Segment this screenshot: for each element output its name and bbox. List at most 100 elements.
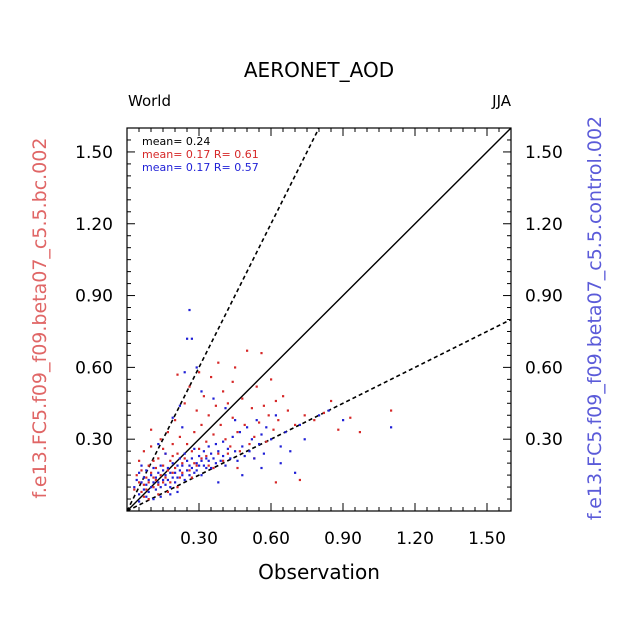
data-point-series-1 xyxy=(162,481,165,484)
data-point-series-1 xyxy=(166,431,169,434)
data-point-series-2 xyxy=(195,366,198,369)
data-point-series-1 xyxy=(193,431,196,434)
y-tick-label-right: 1.20 xyxy=(525,215,563,235)
data-point-series-2 xyxy=(183,371,186,374)
data-point-series-2 xyxy=(183,452,186,455)
data-point-series-1 xyxy=(224,438,227,441)
data-point-series-1 xyxy=(260,352,263,355)
data-point-series-2 xyxy=(157,471,160,474)
data-point-series-2 xyxy=(138,471,141,474)
data-point-series-2 xyxy=(258,442,261,446)
data-point-series-2 xyxy=(157,442,160,446)
data-point-series-1 xyxy=(267,414,270,417)
x-tick-label: 0.60 xyxy=(252,529,290,549)
data-point-series-2 xyxy=(190,466,193,470)
data-point-series-2 xyxy=(169,471,172,474)
data-point-series-1 xyxy=(236,466,239,470)
data-point-series-1 xyxy=(157,493,160,496)
data-point-series-2 xyxy=(152,498,155,501)
y-tick-label-left: 1.20 xyxy=(75,215,113,235)
data-point-series-2 xyxy=(202,464,205,467)
data-point-series-1 xyxy=(243,423,246,427)
data-point-series-2 xyxy=(236,459,239,462)
data-point-series-2 xyxy=(133,486,136,489)
data-point-series-1 xyxy=(157,483,160,486)
data-point-series-2 xyxy=(186,459,189,462)
data-point-series-2 xyxy=(205,457,208,460)
reference-line-1-to-1 xyxy=(127,128,511,511)
data-point-series-2 xyxy=(181,474,184,477)
data-point-series-2 xyxy=(231,435,234,438)
data-point-series-1 xyxy=(330,399,333,403)
data-point-series-1 xyxy=(176,486,179,489)
data-point-series-2 xyxy=(250,438,253,441)
data-point-series-1 xyxy=(390,409,393,412)
chart-title: AERONET_AOD xyxy=(244,58,394,82)
data-point-series-2 xyxy=(298,423,301,427)
data-point-series-2 xyxy=(147,478,150,482)
data-point-series-1 xyxy=(294,423,297,427)
data-point-series-1 xyxy=(226,402,229,405)
data-point-series-1 xyxy=(217,361,220,364)
region-label: World xyxy=(128,92,171,110)
data-point-series-2 xyxy=(181,464,184,467)
data-point-series-1 xyxy=(154,478,157,482)
data-point-series-2 xyxy=(150,486,153,489)
y-tick-label-right: 1.50 xyxy=(525,143,563,163)
data-point-series-2 xyxy=(260,466,263,470)
data-point-series-2 xyxy=(234,419,237,422)
data-point-series-1 xyxy=(169,459,172,462)
data-point-series-2 xyxy=(262,452,265,455)
data-point-series-1 xyxy=(298,478,301,482)
data-point-series-1 xyxy=(212,433,215,436)
data-point-series-1 xyxy=(178,476,181,479)
x-axis-label: Observation xyxy=(258,560,380,584)
data-point-series-1 xyxy=(176,452,179,455)
data-point-series-1 xyxy=(159,438,162,441)
data-point-series-2 xyxy=(178,457,181,460)
y-axis-label-right: f.e13.FC5.f09_f09.beta07_c5.5.control.00… xyxy=(584,116,606,520)
data-point-series-1 xyxy=(303,414,306,417)
data-point-series-2 xyxy=(140,481,143,484)
data-point-series-2 xyxy=(327,409,330,412)
data-point-series-1 xyxy=(188,385,191,388)
data-point-series-1 xyxy=(188,469,191,472)
data-point-series-1 xyxy=(147,498,150,501)
data-point-series-2 xyxy=(171,416,174,419)
data-point-series-1 xyxy=(181,462,184,465)
data-point-series-1 xyxy=(152,486,155,489)
data-point-series-2 xyxy=(200,459,203,462)
data-point-series-1 xyxy=(145,488,148,491)
data-point-series-2 xyxy=(193,471,196,474)
data-point-series-2 xyxy=(279,445,282,448)
data-points xyxy=(133,308,393,503)
data-point-series-1 xyxy=(133,488,136,491)
data-point-series-1 xyxy=(140,490,143,494)
data-point-series-1 xyxy=(277,419,280,422)
data-point-series-2 xyxy=(145,483,148,486)
data-point-series-2 xyxy=(241,445,244,448)
data-point-series-1 xyxy=(195,409,198,412)
data-point-series-2 xyxy=(279,462,282,465)
data-point-series-1 xyxy=(150,428,153,431)
data-point-series-2 xyxy=(217,450,220,453)
data-point-series-1 xyxy=(157,457,160,460)
data-point-series-1 xyxy=(207,414,210,417)
data-point-series-2 xyxy=(198,464,201,467)
data-point-series-2 xyxy=(188,474,191,477)
data-point-series-1 xyxy=(166,490,169,494)
data-point-series-2 xyxy=(154,476,157,479)
data-point-series-2 xyxy=(176,490,179,494)
tick-labels: 0.30 0.60 0.90 1.20 1.50 0.30 0.30 0.60 0.60 0.90… xyxy=(75,143,563,549)
data-point-series-1 xyxy=(205,440,208,443)
data-point-series-2 xyxy=(195,462,198,465)
data-point-series-1 xyxy=(202,395,205,398)
data-point-series-2 xyxy=(241,474,244,477)
y-tick-label-left: 0.90 xyxy=(75,287,113,307)
data-point-series-1 xyxy=(214,404,217,407)
data-point-series-2 xyxy=(138,493,141,496)
data-point-series-1 xyxy=(272,428,275,431)
data-point-series-2 xyxy=(152,466,155,470)
data-point-series-2 xyxy=(243,454,246,458)
data-point-series-2 xyxy=(169,486,172,489)
